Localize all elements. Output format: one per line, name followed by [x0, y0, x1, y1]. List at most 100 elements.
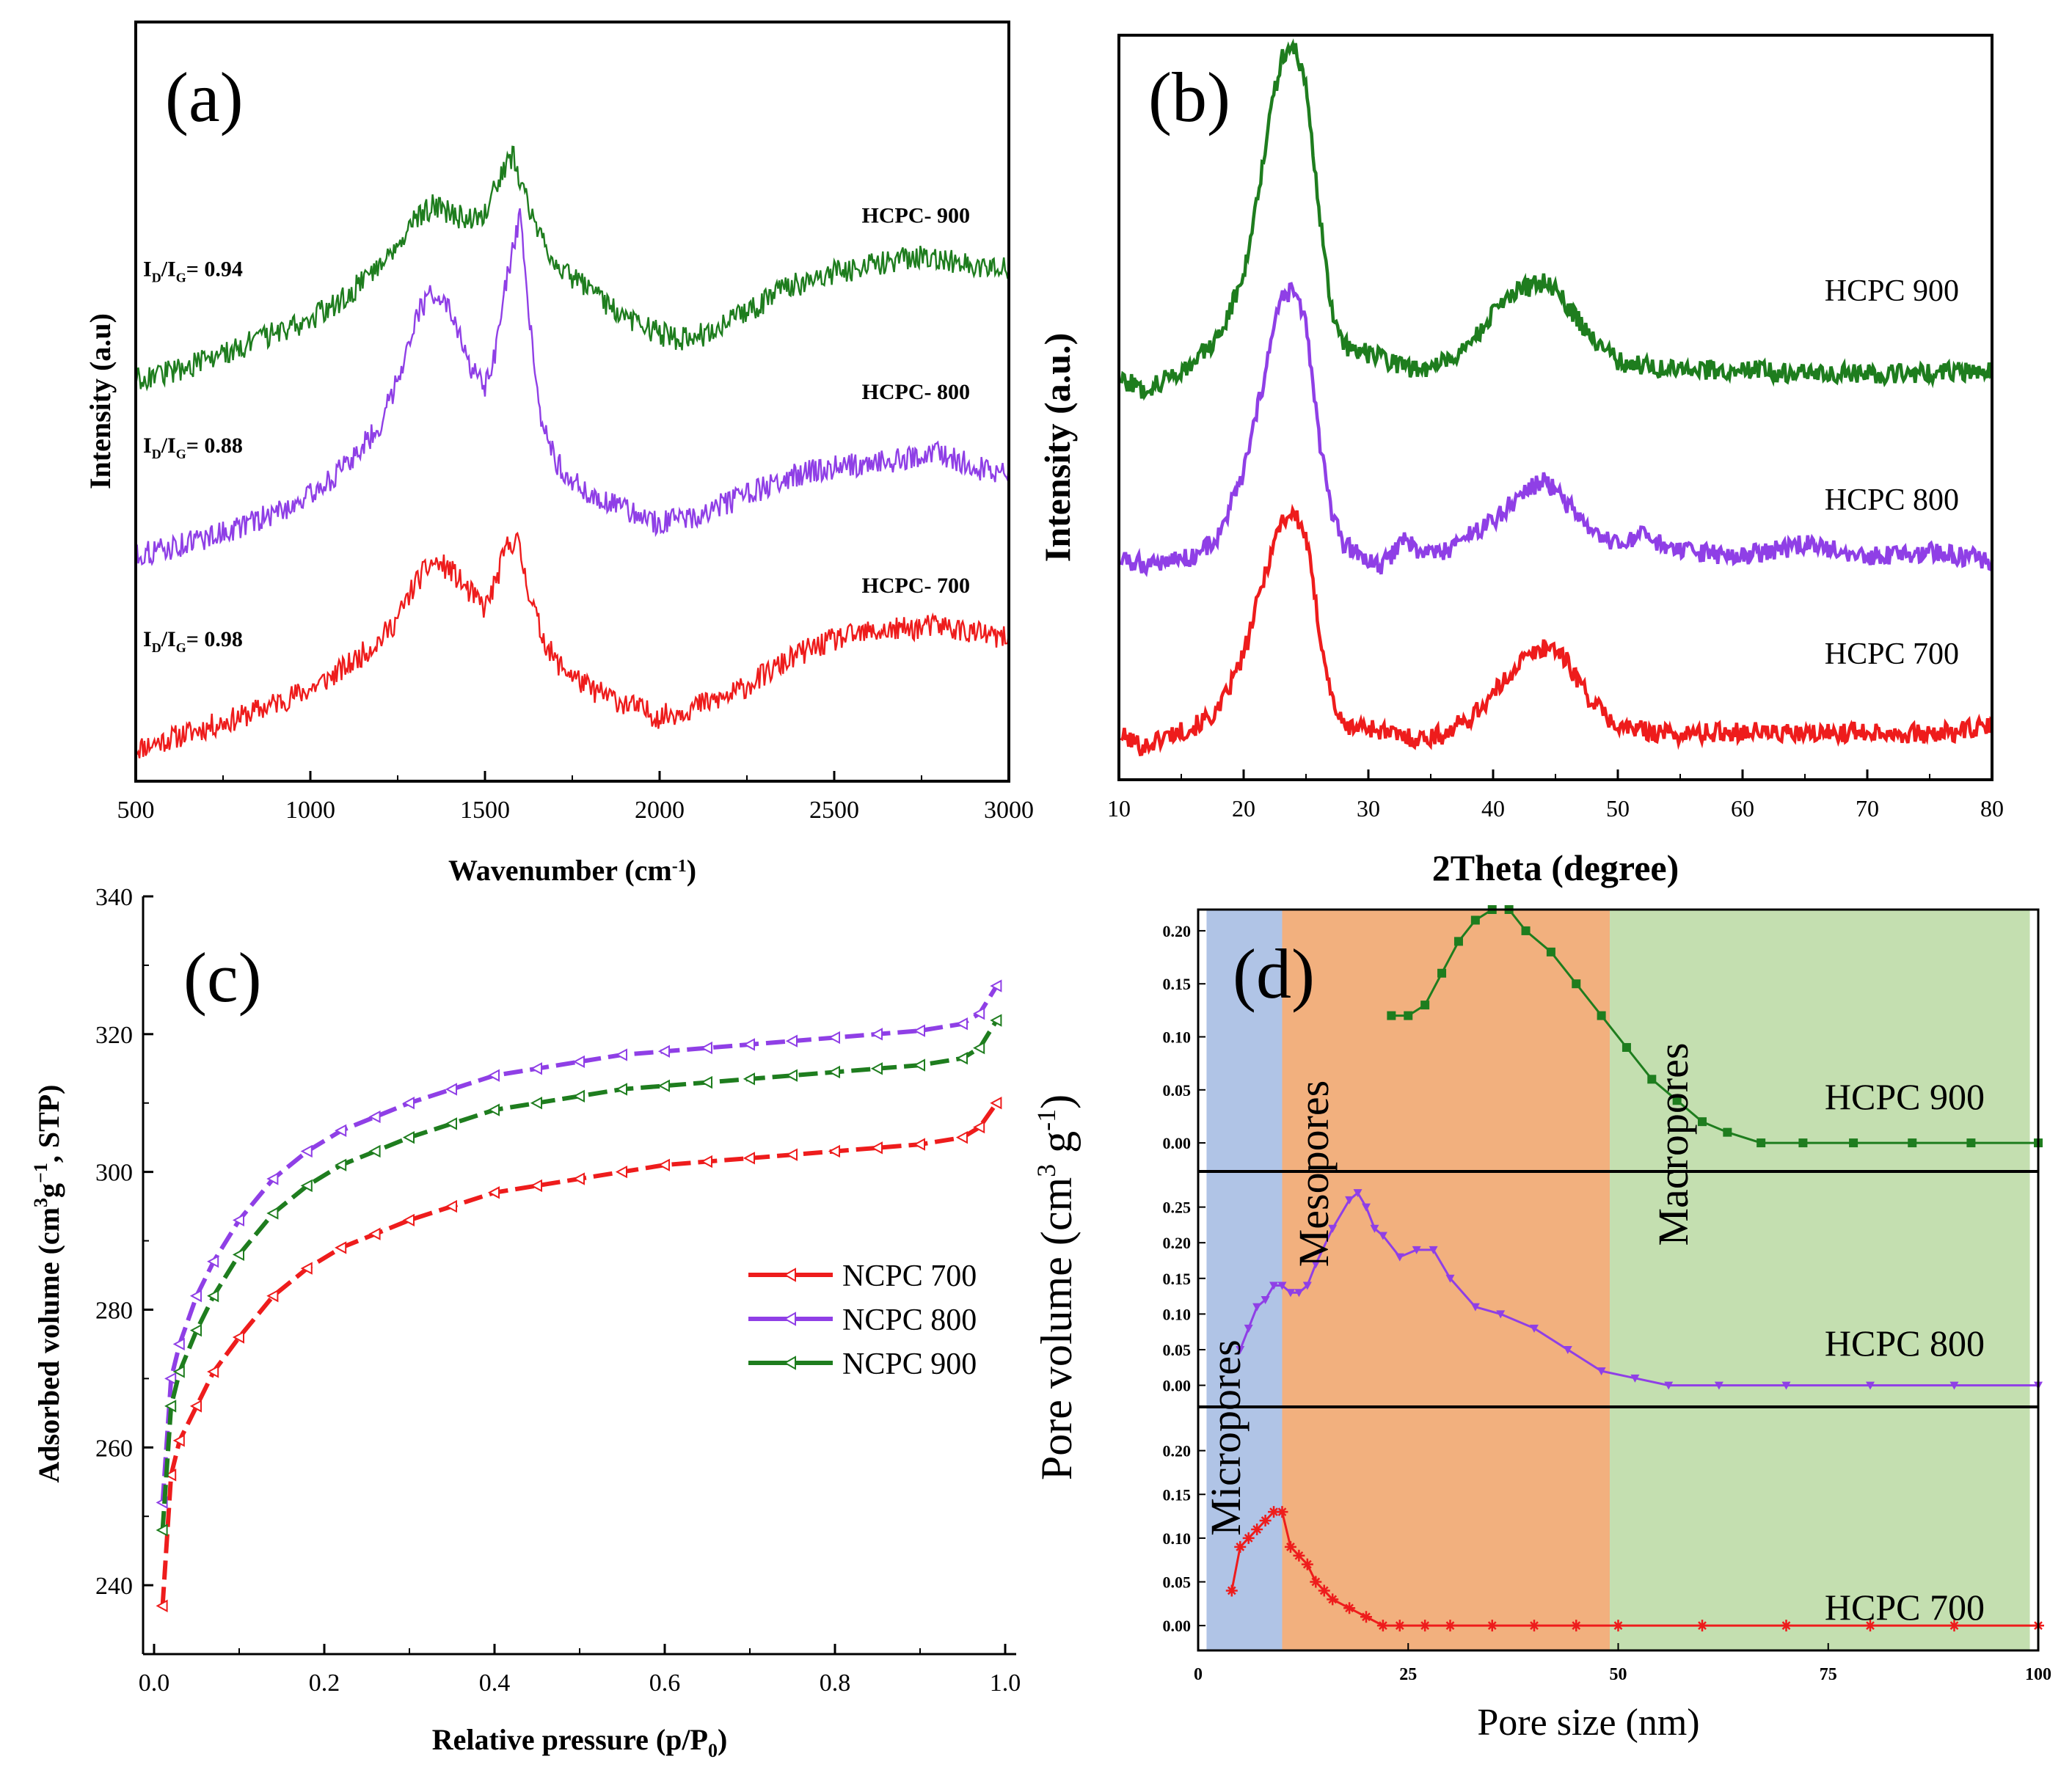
isotherm-point-0-11 [445, 1199, 457, 1213]
psd-point-2-9 [1301, 1558, 1313, 1570]
isotherm-point-0-6 [266, 1289, 279, 1303]
isotherm-point-2-19 [785, 1069, 798, 1082]
panel-c-ytick-label-4: 320 [95, 1022, 133, 1049]
panel-d-ytick-label-1-2: 0.10 [1163, 1305, 1192, 1323]
psd-point-0-15 [1698, 1117, 1707, 1127]
psd-point-0-5 [1470, 915, 1480, 925]
isotherm-point-2-24 [973, 1041, 985, 1055]
panel-d-xtick-label-2: 50 [1610, 1665, 1627, 1684]
psd-point-0-9 [1546, 947, 1555, 957]
panel-c: 240 260 280 300 320 340 0.0 0.2 0.4 0.6 0.8 1.0 NCP… [30, 884, 1021, 1761]
panel-d-ytick-label-0-2: 0.10 [1163, 1028, 1192, 1047]
psd-point-2-26 [1948, 1620, 1960, 1632]
panel-d-xtick-label-3: 75 [1820, 1665, 1837, 1684]
panel-c-xtick-label-2: 0.4 [479, 1670, 511, 1697]
isotherm-point-1-25 [990, 979, 1002, 992]
region-micropores [1206, 910, 1283, 1650]
panel-c-ytick-label-0: 240 [95, 1573, 133, 1600]
raman-label-0: HCPC- 700 [862, 574, 970, 598]
panel-c-ytick-label-2: 280 [95, 1297, 133, 1324]
isotherm-point-0-7 [300, 1262, 313, 1275]
panel-d-ytick-label-1-5: 0.25 [1163, 1199, 1192, 1217]
isotherm-point-2-0 [156, 1524, 168, 1537]
isotherm-point-2-4 [207, 1289, 219, 1303]
panel-a-label: (a) [165, 58, 244, 136]
panel-d-ticks: 0.00 0.05 0.10 0.15 0.20 0.00 0.05 0.10 0.15 0.20… [1163, 922, 2052, 1684]
legend-marker-1 [783, 1312, 796, 1326]
panel-a-series: HCPC- 700 ID/IG= 0.98 HCPC- 800 ID/IG= 0.88… [134, 145, 1010, 758]
psd-point-1-3 [1261, 1295, 1270, 1304]
psd-point-2-4 [1259, 1515, 1272, 1527]
panel-a-xtick-label-3: 2000 [635, 797, 685, 824]
panel-c-xtick-label-0: 0.0 [139, 1670, 170, 1697]
isotherm-point-1-24 [973, 1006, 985, 1020]
xrd-line-hcpc900 [1120, 38, 1993, 401]
isotherm-point-0-19 [785, 1148, 798, 1161]
region-label-macropores: Macropores [1649, 1042, 1697, 1246]
psd-point-0-12 [1622, 1042, 1631, 1052]
panel-d-ytick-label-2-1: 0.05 [1163, 1573, 1192, 1592]
panel-d-regions [1206, 910, 2030, 1650]
psd-point-1-28 [1781, 1381, 1791, 1390]
psd-point-2-8 [1293, 1549, 1305, 1562]
panel-c-legend: NCPC 700 NCPC 800 NCPC 900 [748, 1259, 977, 1381]
isotherm-point-0-23 [955, 1131, 968, 1144]
panel-a-xtick-label-4: 2500 [809, 797, 859, 824]
psd-point-1-7 [1294, 1289, 1304, 1298]
isotherm-point-2-9 [368, 1144, 381, 1158]
isotherm-point-0-2 [172, 1434, 185, 1447]
isotherm-point-0-13 [530, 1179, 542, 1193]
isotherm-point-0-0 [156, 1599, 168, 1612]
raman-line-hcpc700 [135, 531, 1010, 758]
raman-ratio-0: ID/IG= 0.98 [143, 627, 243, 655]
psd-point-1-27 [1714, 1381, 1723, 1390]
isotherm-point-2-16 [657, 1079, 670, 1092]
isotherm-point-0-9 [368, 1227, 381, 1240]
isotherm-point-0-25 [990, 1097, 1002, 1110]
legend-label-1: NCPC 800 [842, 1303, 977, 1337]
psd-point-0-11 [1597, 1011, 1606, 1020]
psd-point-1-21 [1496, 1310, 1506, 1319]
psd-point-2-12 [1327, 1593, 1339, 1606]
psd-point-1-2 [1252, 1303, 1262, 1312]
panel-b-series: HCPC 700 HCPC 800 HCPC 900 [1120, 38, 1994, 757]
xrd-line-hcpc800 [1120, 282, 1994, 577]
isotherm-point-1-14 [572, 1055, 585, 1069]
panel-d-ytick-label-1-1: 0.05 [1163, 1341, 1192, 1359]
psd-point-1-18 [1429, 1246, 1438, 1254]
isotherm-point-1-1 [164, 1372, 177, 1386]
raman-label-2: HCPC- 900 [862, 204, 970, 228]
panel-d-ytick-label-2-2: 0.10 [1163, 1529, 1192, 1548]
psd-point-1-29 [1866, 1381, 1875, 1390]
psd-point-2-21 [1570, 1620, 1583, 1632]
isotherm-point-1-12 [487, 1069, 500, 1082]
panel-d-ytick-label-2-3: 0.15 [1163, 1485, 1192, 1504]
psd-point-1-20 [1470, 1303, 1480, 1312]
psd-point-2-25 [1864, 1620, 1876, 1632]
panel-a-xtick-label-0: 500 [117, 797, 155, 824]
psd-label-0: HCPC 900 [1825, 1076, 1985, 1117]
panel-a-xtick-label-5: 3000 [984, 797, 1034, 824]
isotherm-point-1-7 [300, 1144, 313, 1158]
isotherm-point-0-10 [402, 1213, 415, 1227]
panel-c-xtick-label-4: 0.8 [820, 1670, 851, 1697]
isotherm-point-1-13 [530, 1062, 542, 1075]
isotherm-point-0-12 [487, 1186, 500, 1199]
psd-point-1-4 [1269, 1281, 1279, 1290]
xrd-label-0: HCPC 700 [1825, 637, 1959, 671]
isotherm-point-0-18 [743, 1152, 755, 1165]
panel-b-xtick-label-3: 40 [1481, 795, 1505, 822]
panel-c-xtick-label-5: 1.0 [990, 1670, 1021, 1697]
psd-point-1-23 [1563, 1345, 1572, 1354]
isotherm-line-1 [160, 984, 999, 1503]
isotherm-point-1-6 [266, 1172, 279, 1185]
legend-label-2: NCPC 900 [842, 1347, 977, 1381]
panel-d-ytick-label-1-0: 0.00 [1163, 1377, 1192, 1395]
region-label-mesopores: Mesopores [1290, 1080, 1338, 1268]
psd-point-2-3 [1251, 1523, 1263, 1535]
psd-point-1-16 [1395, 1253, 1404, 1262]
isotherm-point-1-9 [368, 1110, 381, 1124]
psd-point-1-19 [1445, 1274, 1455, 1283]
psd-point-1-15 [1378, 1232, 1387, 1240]
raman-line-hcpc800 [134, 208, 1010, 566]
